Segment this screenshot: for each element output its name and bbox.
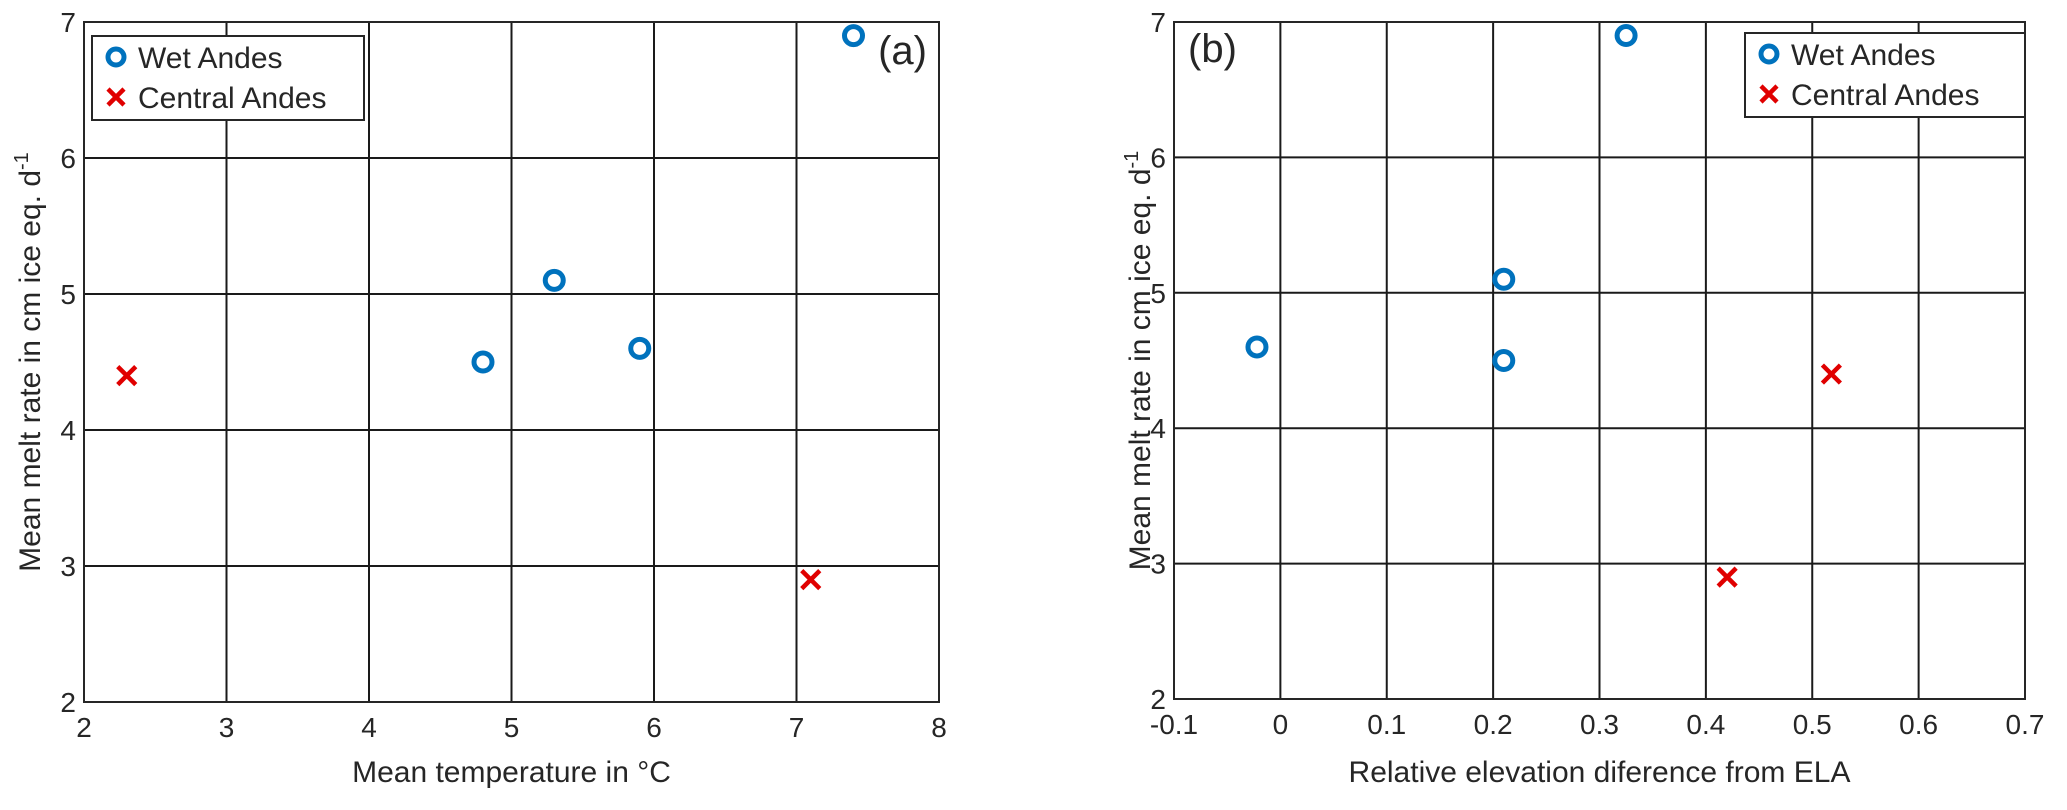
y-axis-label-exponent: -1 (1121, 151, 1143, 169)
y-tick-label: 6 (60, 143, 76, 174)
data-point-wet-andes (1614, 24, 1638, 48)
x-tick-label: 0.1 (1367, 709, 1406, 740)
x-axis-label: Relative elevation diference from ELA (1349, 756, 1851, 789)
legend-label: Central Andes (1791, 79, 1979, 112)
y-tick-label: 4 (60, 415, 76, 446)
x-tick-label: 0.6 (1899, 709, 1938, 740)
y-tick-label: 7 (1150, 7, 1166, 38)
y-axis-label: Mean melt rate in cm ice eq. d (14, 170, 47, 572)
data-point-wet-andes (842, 24, 865, 48)
x-tick-label: 0 (1273, 709, 1289, 740)
x-tick-label: 4 (361, 712, 377, 743)
legend-box (91, 35, 365, 121)
data-point-central-andes (1820, 363, 1842, 385)
data-point-wet-andes (628, 336, 652, 360)
y-axis-label-group: Mean melt rate in cm ice eq. d-1 (1121, 151, 1157, 571)
data-point-wet-andes (1245, 335, 1269, 359)
x-tick-label: 0.4 (1686, 709, 1725, 740)
plot-frame (1173, 21, 2026, 700)
x-tick-label: 3 (219, 712, 235, 743)
chart-panel-b: -0.1 0 0.1 0.2 0.3 0.4 0.5 0.6 0.7 2 3 4 5 6 7 Relative… (1121, 7, 2044, 789)
data-point-central-andes (116, 365, 138, 387)
plot-frame (83, 21, 940, 703)
legend-marker-wet-andes (105, 46, 127, 68)
y-axis-label: Mean melt rate in cm ice eq. d (1124, 168, 1157, 570)
y-tick-label: 5 (1150, 278, 1166, 309)
legend-marker-central-andes (1759, 84, 1779, 104)
y-tick-label: 4 (1150, 413, 1166, 444)
data-point-wet-andes (542, 268, 566, 292)
y-axis-label-group: Mean melt rate in cm ice eq. d-1 (11, 152, 47, 572)
y-tick-label: 7 (60, 7, 76, 38)
y-tick-label: 3 (1150, 549, 1166, 580)
legend-label: Wet Andes (138, 42, 283, 75)
y-tick-label: 2 (60, 687, 76, 718)
y-tick-label: 5 (60, 279, 76, 310)
legend-marker-central-andes (106, 87, 126, 107)
legend-label: Wet Andes (1791, 39, 1936, 72)
data-point-central-andes (800, 569, 822, 591)
y-axis-label-exponent: -1 (11, 152, 33, 170)
y-tick-label: 3 (60, 551, 76, 582)
x-tick-label: 5 (504, 712, 520, 743)
x-tick-label: 0.2 (1474, 709, 1513, 740)
panel-label: (a) (878, 29, 927, 73)
legend-box (1744, 32, 2026, 118)
x-axis-label: Mean temperature in °C (352, 756, 671, 789)
chart-panel-a: 2 3 4 5 6 7 8 2 3 4 5 6 7 Mean temperature in °C Mean … (11, 7, 947, 789)
x-tick-label: 8 (931, 712, 947, 743)
x-tick-label: 0.3 (1580, 709, 1619, 740)
panel-label: (b) (1188, 27, 1237, 71)
x-tick-label: 0.5 (1793, 709, 1832, 740)
data-point-wet-andes (471, 350, 495, 374)
data-point-wet-andes (1492, 267, 1516, 291)
y-tick-label: 6 (1150, 142, 1166, 173)
x-tick-label: -0.1 (1150, 709, 1198, 740)
data-point-wet-andes (1492, 349, 1516, 372)
data-point-central-andes (1716, 566, 1738, 588)
legend-marker-wet-andes (1758, 43, 1780, 65)
y-tick-label: 2 (1150, 684, 1166, 715)
x-tick-label: 6 (646, 712, 662, 743)
legend-label: Central Andes (138, 82, 326, 115)
x-tick-label: 0.7 (2006, 709, 2045, 740)
x-tick-label: 2 (76, 712, 92, 743)
x-tick-label: 7 (789, 712, 805, 743)
